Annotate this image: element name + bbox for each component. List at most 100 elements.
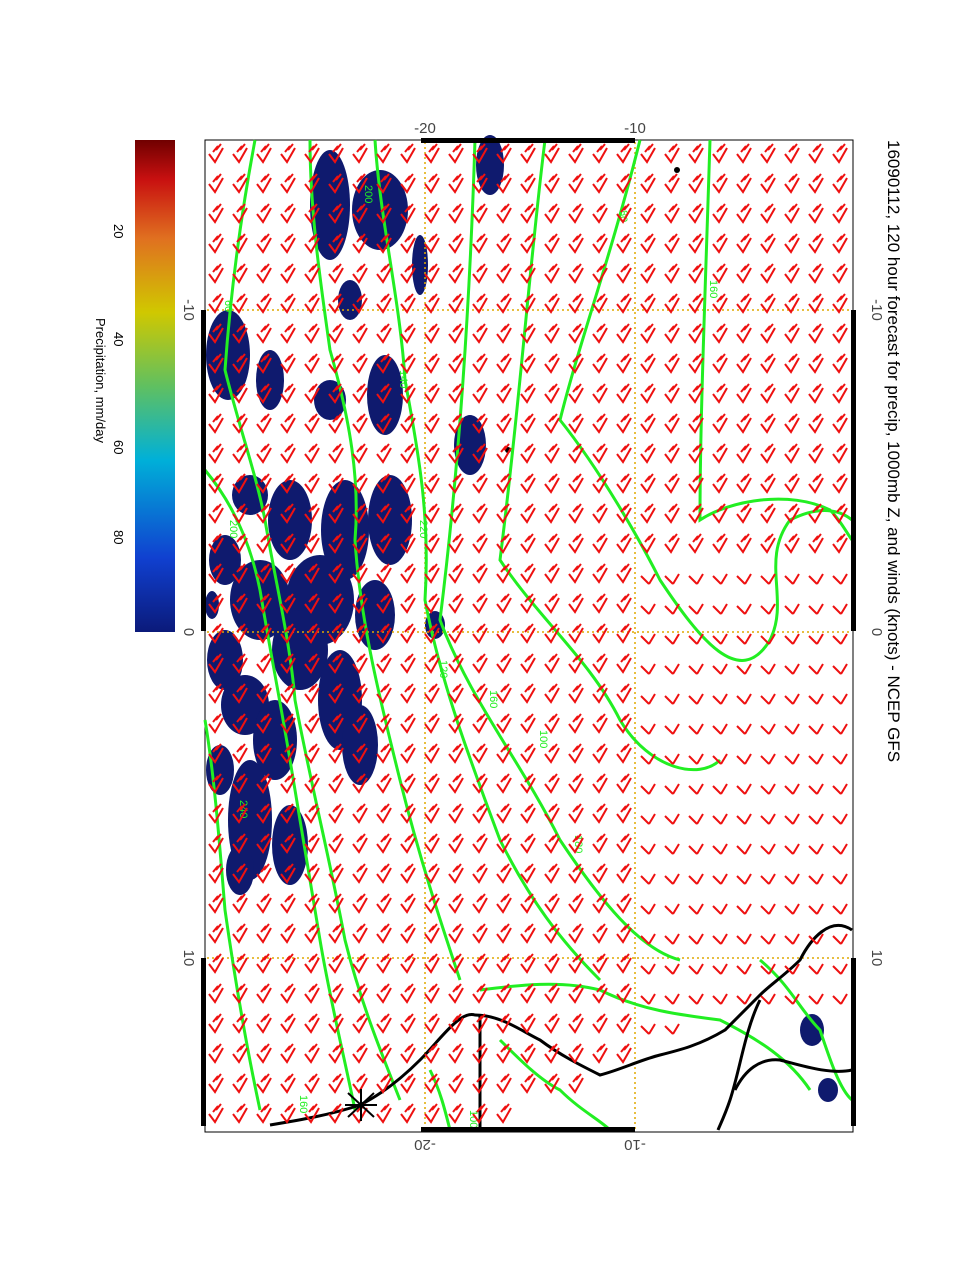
wind-barb-icon	[400, 953, 416, 974]
wind-barb-icon	[592, 143, 608, 164]
wind-barb-icon	[400, 353, 416, 374]
wind-barb-icon	[640, 323, 656, 344]
wind-barb-icon	[232, 1043, 248, 1064]
wind-barb-icon	[256, 503, 272, 524]
wind-barb-icon	[208, 323, 224, 344]
wind-barb-icon	[352, 293, 368, 314]
wind-barb-icon	[640, 573, 656, 585]
wind-barb-icon	[424, 923, 440, 944]
wind-barb-icon	[760, 383, 776, 404]
wind-barb-icon	[280, 383, 296, 404]
wind-barb-icon	[400, 563, 416, 584]
wind-barb-icon	[808, 813, 824, 825]
wind-barb-icon	[352, 533, 368, 554]
wind-barb-icon	[688, 503, 704, 524]
wind-barb-icon	[376, 293, 392, 314]
wind-barb-icon	[808, 873, 824, 885]
wind-barb-icon	[808, 533, 824, 554]
wind-barb-icon	[592, 1013, 608, 1034]
wind-barb-icon	[328, 1043, 344, 1064]
wind-barb-icon	[760, 873, 776, 885]
wind-barb-icon	[808, 203, 824, 224]
wind-barb-icon	[448, 203, 464, 224]
wind-barb-icon	[688, 263, 704, 284]
wind-barb-icon	[664, 293, 680, 314]
wind-barb-icon	[376, 923, 392, 944]
wind-barb-icon	[544, 353, 560, 374]
wind-barb-icon	[376, 953, 392, 974]
wind-barb-icon	[304, 773, 320, 794]
wind-barb-icon	[232, 923, 248, 944]
wind-barb-icon	[760, 573, 776, 585]
wind-barb-icon	[688, 443, 704, 464]
wind-barb-icon	[256, 473, 272, 494]
wind-barb-icon	[376, 893, 392, 914]
wind-barb-icon	[208, 593, 224, 614]
wind-barb-icon	[736, 323, 752, 344]
wind-barb-icon	[352, 893, 368, 914]
wind-barb-icon	[712, 813, 728, 825]
wind-barb-icon	[280, 893, 296, 914]
contour-line	[223, 139, 402, 1101]
wind-barb-icon	[424, 503, 440, 524]
wind-barb-icon	[208, 893, 224, 914]
wind-barb-icon	[232, 293, 248, 314]
wind-barb-icon	[232, 353, 248, 374]
wind-barb-icon	[496, 803, 512, 824]
wind-barb-icon	[424, 953, 440, 974]
wind-barb-icon	[616, 413, 632, 434]
wind-barb-icon	[328, 1073, 344, 1094]
wind-barb-icon	[736, 963, 752, 975]
wind-barb-icon	[256, 653, 272, 674]
wind-barb-icon	[376, 173, 392, 194]
wind-barb-icon	[256, 443, 272, 464]
wind-barb-icon	[688, 323, 704, 344]
wind-barb-icon	[280, 263, 296, 284]
wind-barb-icon	[400, 863, 416, 884]
wind-barb-icon	[784, 723, 800, 735]
wind-barb-icon	[280, 1103, 296, 1124]
wind-barb-icon	[712, 533, 728, 554]
lon-tick-bottom: -20	[414, 1136, 436, 1153]
wind-barb-icon	[208, 563, 224, 584]
wind-barb-icon	[832, 263, 848, 284]
wind-barb-icon	[520, 953, 536, 974]
coastline	[269, 923, 853, 1127]
wind-barb-icon	[448, 323, 464, 344]
wind-barb-icon	[208, 233, 224, 254]
wind-barb-icon	[808, 663, 824, 675]
wind-barb-icon	[376, 383, 392, 404]
wind-barb-icon	[712, 473, 728, 494]
wind-barb-icon	[304, 983, 320, 1004]
wind-barb-icon	[280, 623, 296, 644]
wind-barb-icon	[472, 143, 488, 164]
wind-barb-icon	[256, 803, 272, 824]
wind-barb-icon	[496, 953, 512, 974]
wind-barb-icon	[208, 203, 224, 224]
wind-barb-icon	[304, 413, 320, 434]
wind-barb-icon	[592, 923, 608, 944]
wind-barb-icon	[256, 233, 272, 254]
wind-barb-icon	[280, 983, 296, 1004]
wind-barb-icon	[808, 353, 824, 374]
wind-barb-icon	[544, 863, 560, 884]
wind-barb-icon	[520, 653, 536, 674]
lat-tick-left: 0	[180, 628, 197, 636]
wind-barb-icon	[280, 143, 296, 164]
wind-barb-icon	[352, 203, 368, 224]
wind-barb-icon	[232, 1013, 248, 1034]
wind-barb-icon	[664, 933, 680, 945]
colorbar-tick: 60	[111, 440, 126, 454]
wind-barb-icon	[448, 623, 464, 644]
wind-barb-icon	[448, 713, 464, 734]
wind-barb-icon	[808, 963, 824, 975]
wind-barb-icon	[472, 653, 488, 674]
wind-barb-icon	[280, 413, 296, 434]
wind-barb-icon	[712, 443, 728, 464]
wind-barb-icon	[544, 293, 560, 314]
wind-barb-icon	[400, 383, 416, 404]
wind-barb-icon	[736, 173, 752, 194]
wind-barb-icon	[784, 813, 800, 825]
wind-barb-icon	[304, 383, 320, 404]
wind-barb-icon	[376, 473, 392, 494]
